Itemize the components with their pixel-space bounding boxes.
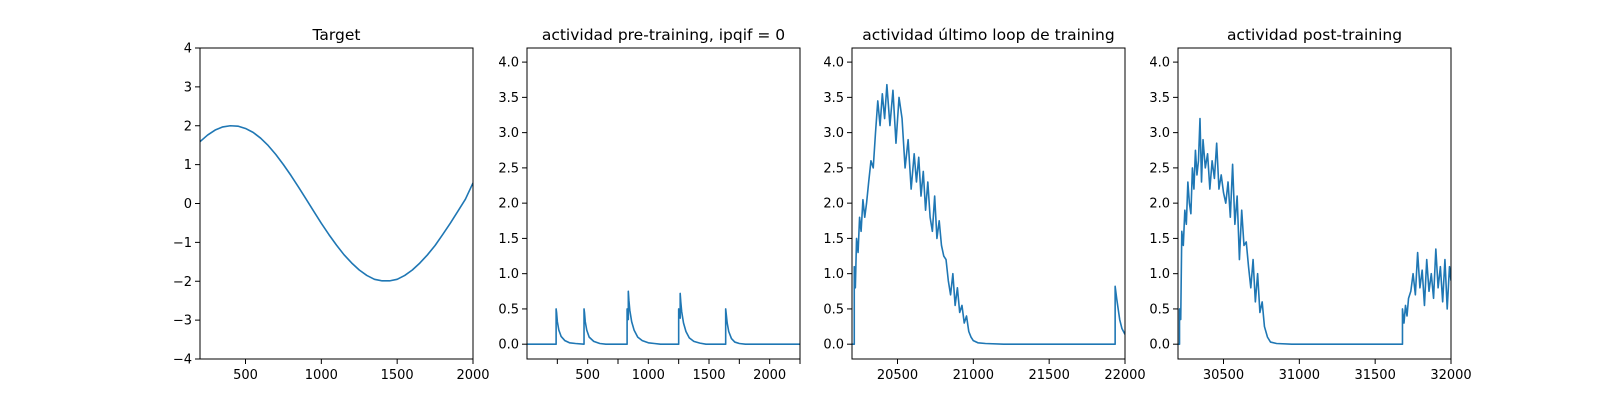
y-tick-label: 2.5 xyxy=(823,161,844,176)
axes-frame xyxy=(199,47,474,360)
x-tick-label: 2000 xyxy=(753,368,786,383)
y-tick-label: 2.5 xyxy=(1149,161,1170,176)
x-tick-label: 22000 xyxy=(1104,368,1145,383)
y-tick-label: 1.0 xyxy=(1149,267,1170,282)
x-tick-label: 2000 xyxy=(456,368,489,383)
y-tick-label: 2.0 xyxy=(1149,197,1170,212)
x-tick-label: 31500 xyxy=(1354,368,1395,383)
y-tick-label: 2.0 xyxy=(498,197,519,212)
subplot-actividad-ultimo-loop: 20500 21000 21500 22000 0.0 0.5 1.0 1.5 2.0 2.5 3.… xyxy=(823,26,1145,383)
y-tick-label: 1.5 xyxy=(1149,232,1170,247)
x-tick-label: 500 xyxy=(575,368,600,383)
y-tick-label: 0.0 xyxy=(498,338,519,353)
y-tick-label: 0.5 xyxy=(498,302,519,317)
subplot-actividad-post-training: 30500 31000 31500 32000 0.0 0.5 1.0 1.5 2.0 2.5 3.… xyxy=(1149,26,1471,383)
y-tick-label: 3 xyxy=(184,80,192,95)
y-tick-label: 1 xyxy=(184,158,192,173)
y-tick-label: 3.5 xyxy=(823,91,844,106)
y-tick-label: 1.5 xyxy=(823,232,844,247)
subplot-actividad-pre-training: 500 1000 1500 2000 0.0 0.5 1.0 1.5 2.0 2.5 3.0 3.5 4… xyxy=(498,26,801,383)
series-line-actividad xyxy=(527,290,800,345)
series-line-actividad xyxy=(1178,117,1451,345)
y-tick-label: 4.0 xyxy=(823,56,844,71)
y-tick-label: 2 xyxy=(184,119,192,134)
y-tick-label: 3.5 xyxy=(498,91,519,106)
x-tick-label: 21500 xyxy=(1028,368,1069,383)
x-tick-label: 21000 xyxy=(953,368,994,383)
y-tick-label: 1.5 xyxy=(498,232,519,247)
x-tick-label: 1000 xyxy=(632,368,665,383)
axes-frame xyxy=(526,47,801,360)
y-tick-label: 3.0 xyxy=(498,126,519,141)
y-tick-label: 3.5 xyxy=(1149,91,1170,106)
y-tick-label: 3.0 xyxy=(1149,126,1170,141)
x-tick-label: 31000 xyxy=(1279,368,1320,383)
x-tick-label: 1000 xyxy=(305,368,338,383)
y-tick-label: −3 xyxy=(173,314,192,329)
chart-title: Target xyxy=(312,26,361,44)
chart-title: actividad pre-training, ipqif = 0 xyxy=(542,26,785,44)
series-line-actividad xyxy=(852,83,1125,345)
series-line-target xyxy=(200,124,473,282)
y-tick-label: −2 xyxy=(173,275,192,290)
chart-title: actividad post-training xyxy=(1227,26,1402,44)
x-tick-label: 1500 xyxy=(381,368,414,383)
x-tick-label: 30500 xyxy=(1203,368,1244,383)
y-tick-label: −4 xyxy=(173,353,192,368)
y-tick-label: 0 xyxy=(184,197,192,212)
y-tick-label: −1 xyxy=(173,236,192,251)
y-tick-label: 0.5 xyxy=(1149,302,1170,317)
x-tick-label: 20500 xyxy=(877,368,918,383)
y-tick-label: 0.5 xyxy=(823,302,844,317)
y-tick-label: 0.0 xyxy=(823,338,844,353)
x-tick-label: 1500 xyxy=(692,368,725,383)
y-tick-label: 3.0 xyxy=(823,126,844,141)
chart-title: actividad último loop de training xyxy=(862,26,1114,44)
y-tick-label: 1.0 xyxy=(823,267,844,282)
y-tick-label: 2.5 xyxy=(498,161,519,176)
y-tick-label: 4.0 xyxy=(1149,56,1170,71)
y-tick-label: 4.0 xyxy=(498,56,519,71)
x-tick-label: 500 xyxy=(233,368,258,383)
y-tick-label: 4 xyxy=(184,42,192,57)
x-tick-label: 32000 xyxy=(1430,368,1471,383)
subplot-target: 500 1000 1500 2000 −4 −3 −2 −1 0 1 2 3 4 Target xyxy=(173,26,490,383)
y-tick-label: 0.0 xyxy=(1149,338,1170,353)
y-tick-label: 1.0 xyxy=(498,267,519,282)
axes-frame xyxy=(1177,47,1452,360)
y-tick-label: 2.0 xyxy=(823,197,844,212)
